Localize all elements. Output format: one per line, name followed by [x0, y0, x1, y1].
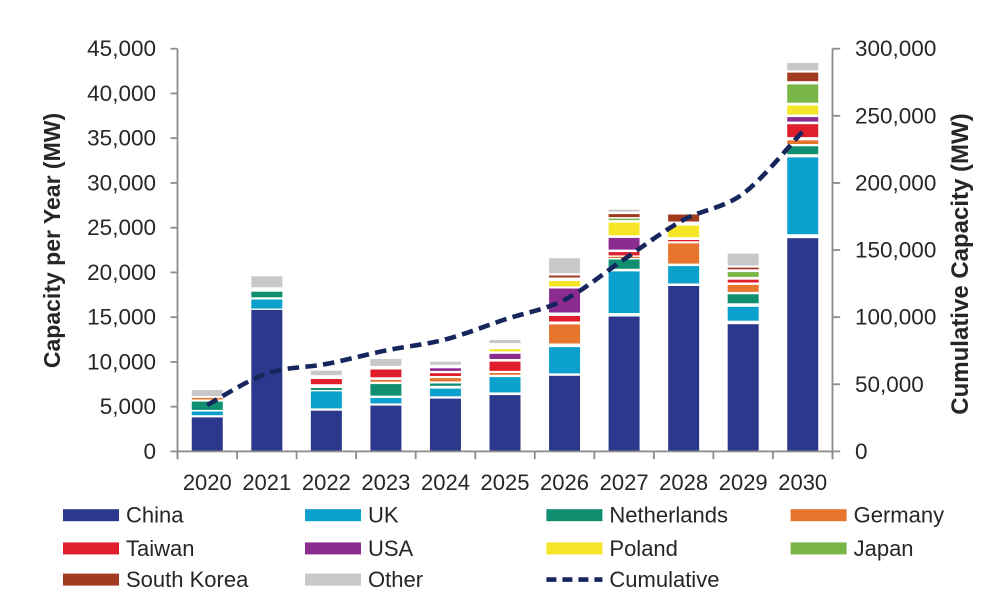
svg-text:35,000: 35,000	[87, 126, 156, 151]
svg-text:150,000: 150,000	[855, 238, 936, 263]
svg-text:20,000: 20,000	[87, 260, 156, 285]
svg-text:250,000: 250,000	[855, 103, 936, 128]
svg-text:Netherlands: Netherlands	[609, 503, 728, 528]
svg-text:2021: 2021	[242, 470, 291, 495]
svg-text:Germany: Germany	[854, 503, 944, 528]
svg-text:2025: 2025	[481, 470, 530, 495]
svg-text:100,000: 100,000	[855, 305, 936, 330]
svg-text:Poland: Poland	[609, 536, 678, 561]
svg-text:USA: USA	[368, 536, 414, 561]
svg-text:50,000: 50,000	[855, 372, 924, 397]
svg-text:Other: Other	[368, 567, 423, 592]
svg-text:2027: 2027	[600, 470, 649, 495]
svg-text:UK: UK	[368, 503, 399, 528]
svg-text:25,000: 25,000	[87, 215, 156, 240]
svg-text:0: 0	[143, 439, 156, 464]
svg-text:2030: 2030	[778, 470, 827, 495]
svg-text:2022: 2022	[302, 470, 351, 495]
svg-text:5,000: 5,000	[100, 394, 156, 419]
svg-text:Cumulative: Cumulative	[609, 567, 719, 592]
svg-text:2020: 2020	[183, 470, 232, 495]
svg-text:10,000: 10,000	[87, 349, 156, 374]
svg-text:Capacity per Year (MW): Capacity per Year (MW)	[39, 113, 65, 368]
svg-text:40,000: 40,000	[87, 81, 156, 106]
svg-text:15,000: 15,000	[87, 305, 156, 330]
svg-text:Japan: Japan	[854, 536, 914, 561]
svg-text:30,000: 30,000	[87, 170, 156, 195]
svg-text:2023: 2023	[361, 470, 410, 495]
svg-text:45,000: 45,000	[87, 36, 156, 61]
svg-text:Taiwan: Taiwan	[126, 536, 194, 561]
svg-text:2029: 2029	[719, 470, 768, 495]
svg-text:0: 0	[855, 439, 868, 464]
svg-text:Cumulative Capacity (MW): Cumulative Capacity (MW)	[947, 113, 974, 414]
svg-text:China: China	[126, 503, 184, 528]
svg-text:2026: 2026	[540, 470, 589, 495]
svg-text:2028: 2028	[659, 470, 708, 495]
svg-text:South Korea: South Korea	[126, 567, 249, 592]
svg-text:200,000: 200,000	[855, 170, 936, 195]
svg-text:2024: 2024	[421, 470, 470, 495]
svg-text:300,000: 300,000	[855, 36, 936, 61]
